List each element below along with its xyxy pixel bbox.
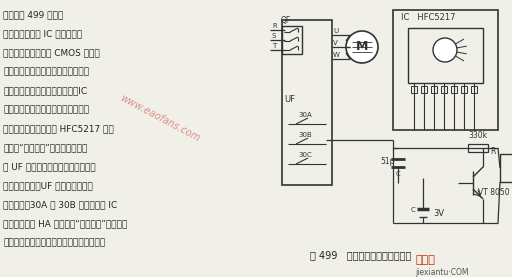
Text: UF: UF [284,95,295,104]
Text: R: R [272,23,277,29]
Bar [421,86,427,93]
Text: 图中的集成电路 IC 是一块固定: 图中的集成电路 IC 是一块固定 [3,29,82,38]
Text: 器 UF 用于某种与气压有关的装置，: 器 UF 用于某种与气压有关的装置， [3,162,96,171]
Bar [468,144,488,152]
Bar [408,28,483,83]
Text: 3V: 3V [433,209,444,217]
Text: 接线图: 接线图 [415,255,435,265]
Bar [461,86,467,93]
Bar [441,86,447,93]
Bar [500,154,512,182]
Bar [471,86,477,93]
Bar [411,86,417,93]
Text: jiexiantu·COM: jiexiantu·COM [415,268,468,277]
Text: IC   HFC5217: IC HFC5217 [401,13,456,22]
Text: R: R [490,147,496,155]
Text: 的品牌（型号）颖多，内储的语言是: 的品牌（型号）颖多，内储的语言是 [3,105,89,114]
Text: 电路如图 499 所示。: 电路如图 499 所示。 [3,10,63,19]
Text: VT 8050: VT 8050 [478,188,509,197]
Text: QF: QF [281,16,291,25]
Circle shape [346,31,378,63]
Bar [431,86,437,93]
Text: 30C: 30C [298,152,312,158]
Text: S: S [272,33,276,39]
Bar [282,20,332,185]
Text: 为复杂，通常采用软封装形式。IC: 为复杂，通常采用软封装形式。IC [3,86,87,95]
Text: 30B: 30B [298,132,312,138]
Text: 只储有“注意气压”语句。假设变频: 只储有“注意气压”语句。假设变频 [3,143,87,152]
Text: 固定不变的，如图示的 HFC5217 内部: 固定不变的，如图示的 HFC5217 内部 [3,124,114,133]
Text: 语言集成电路，采用 CMOS 工艺制: 语言集成电路，采用 CMOS 工艺制 [3,48,100,57]
Text: M: M [356,40,368,53]
Text: 30A: 30A [298,112,312,118]
Text: C: C [396,171,400,177]
Bar [451,86,457,93]
Text: U: U [333,28,338,34]
Text: 造，属于大规模集成电路，其内部较: 造，属于大规模集成电路，其内部较 [3,67,89,76]
Text: V: V [333,40,338,46]
Text: 有关固定语言集成电路可参阅本书第五章。: 有关固定语言集成电路可参阅本书第五章。 [3,238,105,247]
Text: W: W [333,52,340,58]
Text: 工作，扬声器 HA 便会发出“注意气压”的警告。: 工作，扬声器 HA 便会发出“注意气压”的警告。 [3,219,127,228]
Text: C: C [411,207,416,213]
Text: 51p: 51p [380,158,395,166]
Bar [282,26,302,54]
Text: 330k: 330k [468,131,487,140]
Text: 图 499   变频器固定语言报警电路: 图 499 变频器固定语言报警电路 [310,250,411,260]
Text: 一旦出现报警，UF 工作，其内部继: 一旦出现报警，UF 工作，其内部继 [3,181,93,190]
Bar [393,10,498,130]
Circle shape [433,38,457,62]
Text: 电器动作，30A 与 30B 闭合，触发 IC: 电器动作，30A 与 30B 闭合，触发 IC [3,200,117,209]
Text: T: T [272,43,276,49]
Text: www.eaofans.com: www.eaofans.com [118,93,202,143]
